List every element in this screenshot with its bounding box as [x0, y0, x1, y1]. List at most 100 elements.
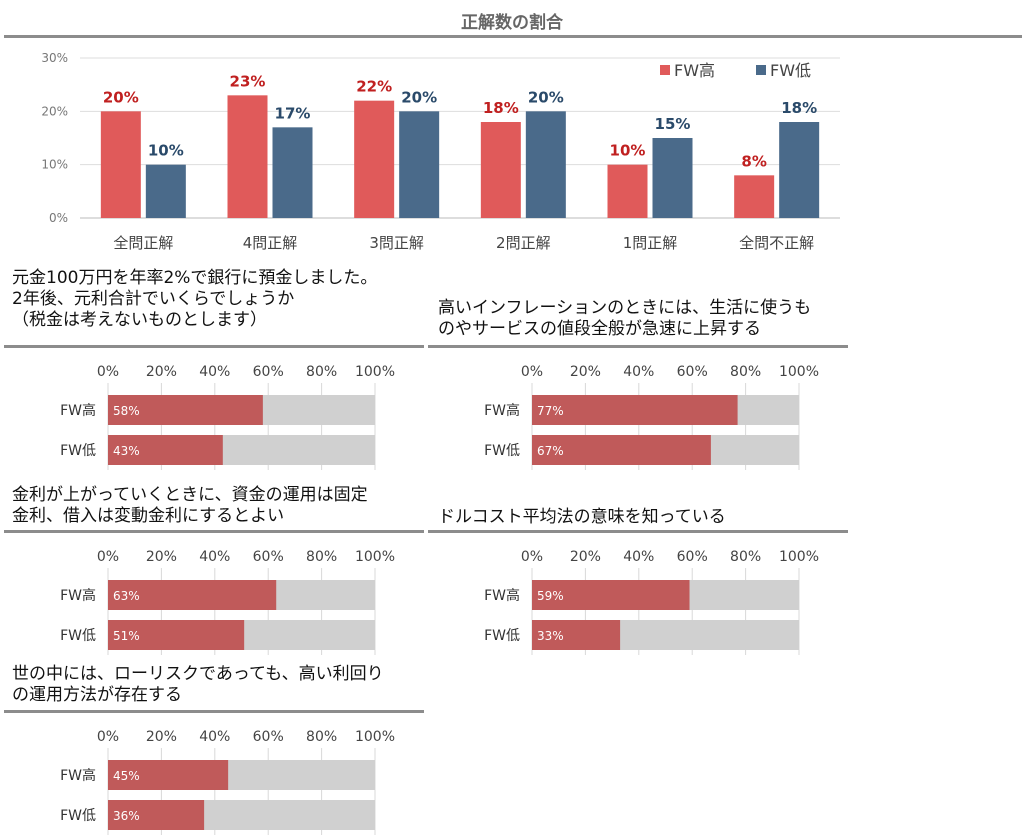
data-label: 51% [113, 629, 140, 643]
data-label: 18% [781, 99, 817, 117]
x-tick-label: 40% [199, 364, 230, 380]
question-title-4: ドルコスト平均法の意味を知っている [438, 507, 726, 527]
x-tick-label: 60% [253, 364, 284, 380]
category-label: FW高 [60, 587, 96, 604]
bar [399, 111, 440, 218]
x-tick-label: 60% [253, 549, 284, 565]
hbar-chart-4: 0% 20% 40% 60% 80% 100% 59% FW高 33% FW低 [484, 549, 819, 655]
bar [480, 122, 521, 218]
x-tick-label: 40% [199, 549, 230, 565]
category-label: FW低 [484, 628, 520, 644]
category-label: FW低 [484, 443, 520, 459]
x-tick-label: 4問正解 [243, 234, 298, 252]
legend-label: FW低 [770, 61, 811, 80]
bar [607, 164, 648, 218]
x-tick-label: 80% [306, 549, 337, 565]
x-tick-label: 0% [521, 549, 543, 565]
title-divider [4, 35, 1022, 38]
bar [108, 435, 223, 465]
question-title-3: 金利が上がっていくときに、資金の運用は固定 金利、借入は変動金利にするとよい [12, 485, 368, 526]
x-tick-label: 3問正解 [369, 234, 424, 252]
bar [108, 620, 245, 650]
category-label: FW高 [484, 402, 520, 419]
panel-divider-5 [4, 710, 424, 713]
category-label: FW高 [60, 767, 96, 784]
data-label: 15% [655, 115, 691, 133]
data-label: 17% [275, 104, 311, 122]
x-tick-label: 80% [306, 364, 337, 380]
x-tick-label: 全問不正解 [739, 234, 814, 252]
x-tick-label: 80% [730, 549, 761, 565]
category-label: FW低 [60, 443, 96, 459]
bar [532, 435, 711, 465]
x-tick-label: 40% [623, 364, 654, 380]
x-tick-label: 2問正解 [496, 234, 551, 252]
data-label: 77% [537, 404, 564, 418]
data-label: 58% [113, 404, 140, 418]
x-tick-label: 0% [97, 729, 119, 745]
x-tick-label: 20% [570, 549, 601, 565]
y-tick-label: 20% [41, 104, 68, 118]
main-bar-chart: 0% 10% 20% 30% 20% 10% 全問正解 23% 17% 4問正解 22% 20% 3問正… [41, 51, 840, 252]
page-title: 正解数の割合 [461, 13, 563, 33]
x-tick-label: 0% [97, 549, 119, 565]
panel-divider-3 [4, 530, 424, 533]
data-label: 18% [483, 99, 519, 117]
bar [652, 138, 693, 218]
panel-divider-4 [428, 530, 848, 533]
data-label: 20% [103, 88, 139, 106]
x-tick-label: 0% [521, 364, 543, 380]
x-tick-label: 100% [779, 549, 819, 565]
bar [108, 395, 263, 425]
x-tick-label: 100% [355, 729, 395, 745]
x-tick-label: 100% [355, 364, 395, 380]
x-tick-label: 80% [306, 729, 337, 745]
hbar-chart-1: 0% 20% 40% 60% 80% 100% 58% FW高 43% FW低 [60, 364, 395, 470]
category-label: FW低 [60, 808, 96, 824]
bar [108, 580, 277, 610]
x-tick-label: 1問正解 [623, 234, 678, 252]
bar [108, 760, 229, 790]
x-tick-label: 20% [146, 729, 177, 745]
question-title-2: 高いインフレーションのときには、生活に使うも のやサービスの値段全般が急速に上昇… [438, 298, 812, 339]
y-tick-label: 30% [41, 51, 68, 65]
x-tick-label: 全問正解 [113, 234, 173, 252]
category-label: FW高 [60, 402, 96, 419]
panel-divider-2 [428, 345, 848, 348]
bar [272, 127, 313, 218]
hbar-chart-2: 0% 20% 40% 60% 80% 100% 77% FW高 67% FW低 [484, 364, 819, 470]
data-label: 20% [401, 88, 437, 106]
data-label: 45% [113, 769, 140, 783]
legend-swatch [756, 65, 766, 75]
panel-divider-1 [4, 345, 424, 348]
x-tick-label: 20% [146, 364, 177, 380]
bar [532, 620, 621, 650]
bar [525, 111, 566, 218]
bar [145, 164, 186, 218]
bar [532, 580, 690, 610]
data-label: 8% [741, 152, 766, 170]
bar [100, 111, 141, 218]
x-tick-label: 0% [97, 364, 119, 380]
x-tick-label: 80% [730, 364, 761, 380]
data-label: 36% [113, 809, 140, 823]
bar [227, 95, 268, 218]
x-tick-label: 100% [779, 364, 819, 380]
category-label: FW高 [484, 587, 520, 604]
data-label: 23% [230, 72, 266, 90]
data-label: 10% [610, 142, 646, 160]
data-label: 10% [148, 142, 184, 160]
x-tick-label: 20% [570, 364, 601, 380]
category-label: FW低 [60, 628, 96, 644]
hbar-chart-5: 0% 20% 40% 60% 80% 100% 45% FW高 36% FW低 [60, 729, 395, 835]
data-label: 22% [356, 78, 392, 96]
data-label: 43% [113, 444, 140, 458]
bar [354, 100, 395, 218]
legend-label: FW高 [674, 61, 715, 80]
x-tick-label: 20% [146, 549, 177, 565]
bar [734, 175, 775, 218]
data-label: 59% [537, 589, 564, 603]
question-title-5: 世の中には、ローリスクであっても、高い利回り の運用方法が存在する [12, 664, 384, 705]
legend-swatch [660, 65, 670, 75]
x-tick-label: 60% [677, 364, 708, 380]
